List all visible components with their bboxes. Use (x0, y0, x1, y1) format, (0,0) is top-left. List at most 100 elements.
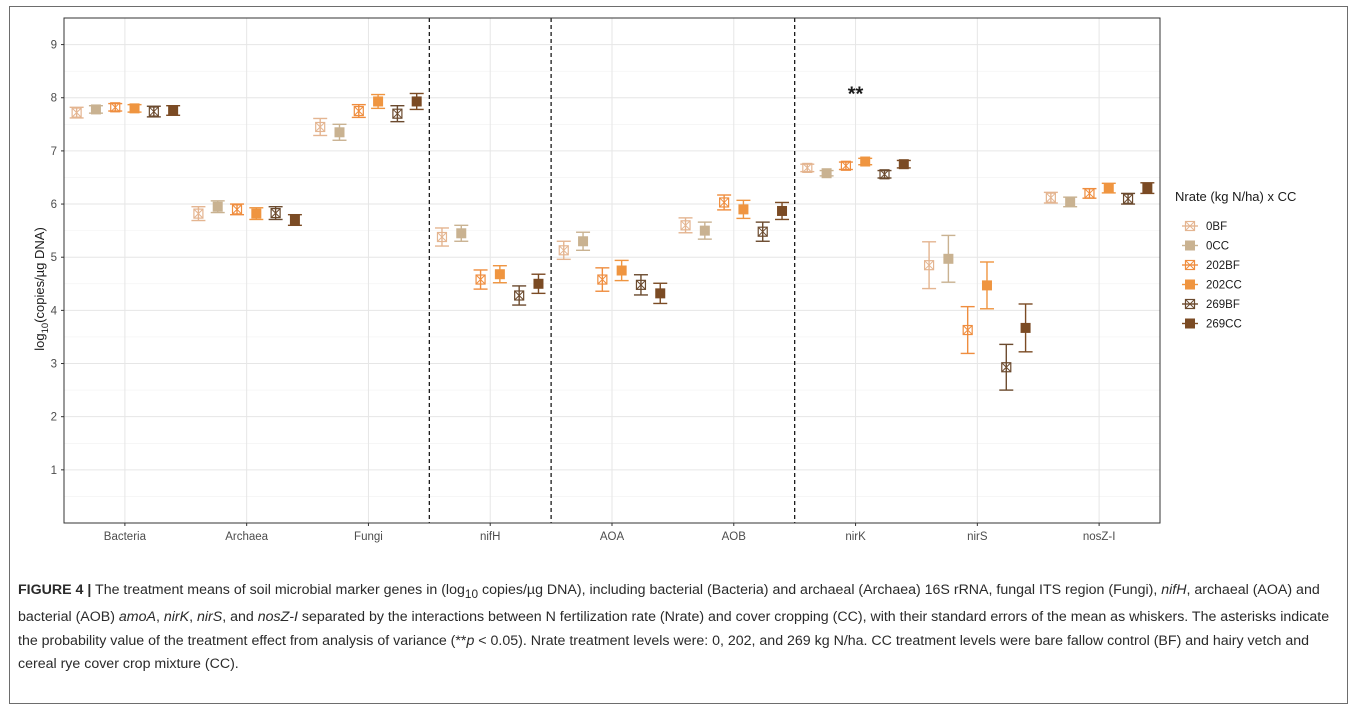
data-point (719, 197, 730, 208)
caption-text: , and (222, 609, 258, 626)
data-point-cross (1123, 193, 1133, 204)
x-tick-label: nosZ-I (1083, 531, 1116, 543)
caption-gene-name: nirS (197, 609, 223, 626)
data-point (840, 160, 852, 171)
data-point (289, 215, 300, 225)
legend-label: 0CC (1206, 241, 1229, 253)
caption-figure-label: FIGURE 4 | (18, 582, 92, 598)
data-point (1001, 362, 1012, 373)
data-point (616, 265, 627, 276)
data-point (1084, 188, 1095, 199)
legend-item-269CC: 269CC (1182, 318, 1242, 331)
data-point (533, 278, 544, 289)
legend-items: 0BF 0CC 202BF 202CC 269BF 269CC (1182, 220, 1242, 331)
legend-item-202BF: 202BF (1182, 259, 1240, 272)
significance-annotation: ** (848, 83, 864, 105)
x-tick-label: AOA (600, 531, 625, 543)
data-point-box (802, 162, 813, 174)
data-point-cross (802, 163, 813, 173)
data-point-cross (514, 290, 525, 301)
data-point-box (475, 274, 486, 285)
y-tick-label: 1 (51, 465, 57, 477)
data-point (943, 253, 954, 264)
data-point (334, 127, 345, 138)
data-point-cross (193, 208, 204, 219)
data-point-box (1084, 188, 1095, 199)
data-point-box (597, 274, 608, 285)
y-axis-title-prefix: log (32, 333, 47, 350)
y-axis-title: log10(copies/µg DNA) (32, 227, 51, 351)
data-point (373, 96, 384, 107)
legend-key-marker (1185, 240, 1195, 251)
data-point (148, 106, 159, 117)
caption-p-symbol: p (466, 632, 475, 649)
data-point (655, 288, 666, 299)
legend-label: 0BF (1206, 221, 1227, 233)
data-point (777, 205, 788, 216)
data-point (90, 104, 101, 115)
series-202BF (108, 102, 1097, 355)
data-point-cross (110, 102, 121, 113)
data-point-box (1001, 362, 1012, 373)
data-point (578, 236, 589, 247)
data-point (193, 208, 204, 219)
annotation-layer: ** (848, 83, 864, 105)
data-point-box (392, 108, 403, 119)
legend-item-0BF: 0BF (1182, 220, 1227, 233)
data-point-cross (270, 208, 281, 218)
data-point-box (879, 169, 890, 180)
data-point-box (923, 260, 935, 271)
data-point-cross (719, 197, 729, 208)
y-tick-label: 4 (51, 305, 58, 317)
caption-text: < 0.05). Nrate treatment levels were: 0,… (18, 632, 1310, 673)
caption-gene-name: nirK (163, 609, 190, 626)
data-point (923, 260, 935, 271)
legend-key-marker-box (1184, 298, 1196, 310)
series-0BF (69, 106, 1058, 290)
x-tick-label: Archaea (225, 531, 268, 543)
x-tick-label: Bacteria (104, 531, 147, 543)
legend-item-202CC: 202CC (1182, 279, 1242, 292)
data-point-box (757, 226, 768, 237)
x-tick-layer: Bacteria Archaea Fungi nifH AOA AOB nirK nirS no… (104, 523, 1116, 543)
data-point-box (71, 107, 82, 118)
data-point-cross (879, 169, 890, 180)
legend-key-marker (1184, 220, 1196, 232)
data-point-cross (315, 122, 326, 132)
data-point-cross (392, 108, 403, 119)
data-point-box (558, 245, 569, 256)
y-axis-title-subscript: 10 (40, 323, 51, 334)
data-point-box (1045, 192, 1056, 203)
data-point-box (315, 121, 326, 133)
data-point-cross (232, 204, 242, 215)
caption-gene-name: nosZ-I (257, 609, 298, 626)
caption-text: , (189, 609, 197, 626)
data-point-cross (475, 274, 486, 285)
data-point-cross (757, 226, 768, 237)
figure-frame (9, 6, 1348, 704)
data-point (699, 225, 710, 236)
y-tick-label: 3 (51, 359, 57, 371)
data-point-cross (962, 325, 973, 335)
data-point-box (148, 106, 159, 117)
data-point (129, 103, 140, 114)
data-point-box (680, 220, 691, 231)
data-point (212, 201, 223, 212)
x-tick-label: nirS (967, 531, 988, 543)
data-point-box (1122, 193, 1134, 204)
caption-text: , archaeal (AOA) and bacterial (AOB) (18, 582, 1320, 626)
legend-key-marker-cross (1185, 260, 1195, 270)
data-point-box (436, 231, 448, 243)
data-point-cross (437, 232, 447, 242)
legend-label: 269CC (1206, 319, 1242, 331)
data-point (962, 324, 973, 336)
caption-gene-name: nifH (1161, 582, 1187, 598)
data-point (1020, 322, 1031, 333)
data-point (110, 102, 121, 113)
data-point-cross (680, 220, 691, 231)
data-point (315, 121, 326, 133)
data-point-cross (1084, 188, 1095, 199)
data-point-cross (71, 107, 82, 118)
legend-key-marker-box (1184, 259, 1196, 271)
y-tick-label: 5 (51, 252, 57, 264)
